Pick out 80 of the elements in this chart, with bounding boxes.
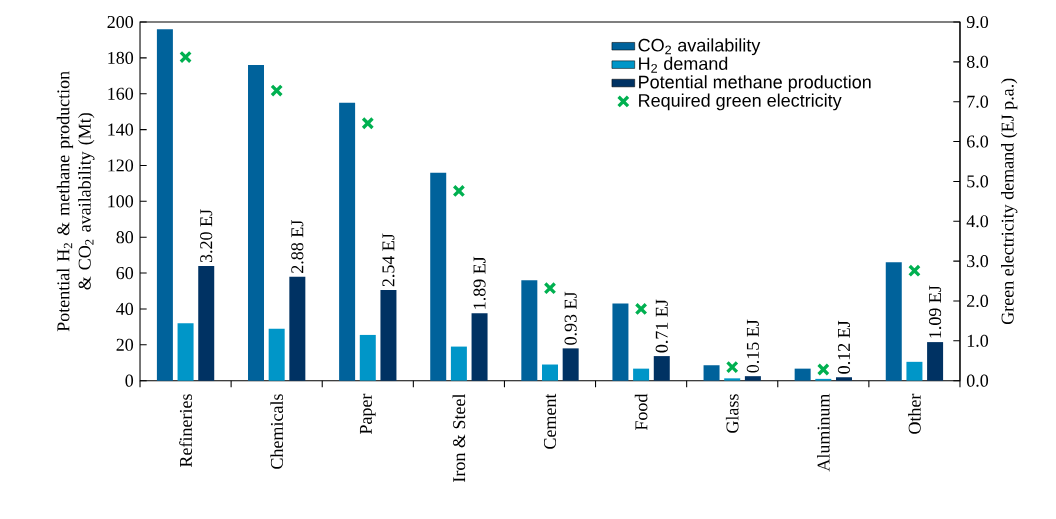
- y2-tick-label: 1.0: [967, 334, 989, 348]
- annotation: 0.93 EJ: [564, 291, 577, 345]
- point: [361, 117, 375, 130]
- y2-tick-label: 0.0: [966, 374, 989, 387]
- point: [452, 184, 466, 198]
- y-axis-title: Potential H$_{2}$ & methane production & CO$_{2}$ availability (Mt): [56, 71, 95, 332]
- x-tick-label: Glass: [725, 394, 739, 434]
- bar: [198, 266, 215, 381]
- y-tick-label: 160: [108, 87, 134, 100]
- y-tick-label: 0: [125, 374, 134, 387]
- bar: [653, 356, 670, 381]
- point: [816, 363, 830, 377]
- bar: [835, 377, 852, 381]
- y-tick-label: 60: [116, 267, 134, 280]
- y-tick-label: 180: [108, 51, 134, 65]
- bar: [248, 65, 264, 381]
- annotation: 1.89 EJ: [473, 256, 486, 309]
- bar: [471, 313, 488, 381]
- y-tick-label: 120: [108, 159, 134, 172]
- legend-label: CO$_{2}$ availability: [638, 38, 761, 56]
- y-tick-label: 40: [116, 303, 134, 316]
- legend-label: Required green electricity: [639, 93, 842, 111]
- y2-tick-label: 6.0: [967, 135, 989, 148]
- legend-label: Potential methane production: [639, 75, 871, 93]
- annotation: 3.20 EJ: [200, 209, 213, 263]
- y-tick-label: 20: [116, 338, 134, 352]
- bar: [906, 362, 923, 381]
- bar: [794, 368, 811, 381]
- y-tick-label: 80: [116, 231, 134, 244]
- annotation: 0.15 EJ: [746, 319, 759, 373]
- bar: [703, 365, 720, 381]
- annotation: 2.88 EJ: [291, 220, 304, 274]
- bar: [450, 346, 467, 381]
- annotation: 2.54 EJ: [382, 233, 395, 287]
- y2-tick-label: 5.0: [967, 175, 989, 188]
- bar: [289, 276, 306, 381]
- legend-label: H$_{2}$ demand: [639, 56, 728, 73]
- x-tick-label: Refineries: [179, 394, 192, 468]
- annotation: 0.71 EJ: [655, 299, 668, 353]
- x-tick-label: Iron & Steel: [452, 394, 466, 483]
- point: [543, 282, 557, 295]
- bar: [177, 323, 194, 381]
- bar: [885, 262, 902, 381]
- y-tick-label: 100: [108, 195, 134, 208]
- point: [270, 84, 284, 98]
- bar: [542, 364, 558, 381]
- x-tick-label: Other: [908, 393, 921, 435]
- y2-tick-label: 3.0: [967, 255, 989, 268]
- bar: [156, 29, 173, 381]
- bar: [521, 280, 538, 381]
- bar: [268, 328, 285, 381]
- bar: [339, 102, 356, 381]
- point: [179, 50, 192, 64]
- bar: [612, 303, 629, 381]
- y2-tick-label: 9.0: [966, 16, 989, 29]
- bar: [744, 376, 761, 381]
- x-tick-label: Paper: [359, 393, 376, 435]
- y2-tick-label: 4.0: [966, 215, 989, 228]
- bar: [359, 335, 376, 381]
- point: [634, 302, 648, 316]
- y2-tick-label: 8.0: [966, 55, 989, 69]
- annotation: 1.09 EJ: [928, 285, 942, 338]
- bar: [724, 378, 741, 381]
- y-tick-label: 140: [108, 123, 134, 136]
- point: [908, 264, 921, 278]
- y-tick-label: 200: [107, 16, 134, 29]
- bar: [380, 290, 397, 381]
- bar: [562, 348, 579, 381]
- point: [725, 360, 739, 374]
- x-tick-label: Cement: [543, 393, 557, 450]
- x-tick-label: Chemicals: [270, 394, 283, 470]
- bar: [430, 172, 447, 381]
- y2-tick-label: 2.0: [967, 295, 989, 308]
- y2-tick-label: 7.0: [967, 95, 989, 108]
- x-tick-label: Aluminum: [816, 394, 830, 472]
- bar: [633, 368, 650, 381]
- y2-axis-title: Green electricity demand (EJ p.a.): [1001, 78, 1018, 325]
- annotation: 0.12 EJ: [837, 320, 851, 374]
- x-tick-label: Food: [634, 393, 648, 431]
- bar: [927, 342, 944, 381]
